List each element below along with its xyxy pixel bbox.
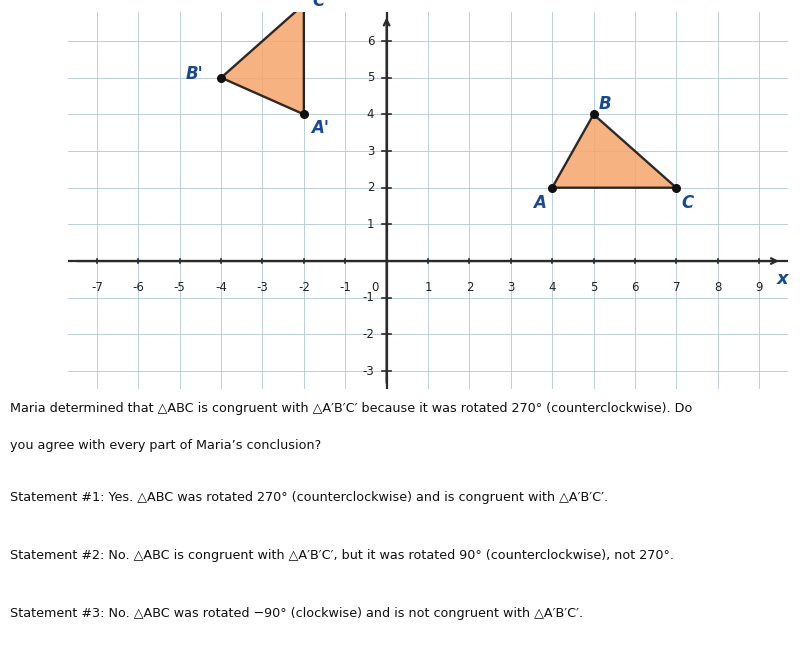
Text: 2: 2 (366, 181, 374, 194)
Text: 0: 0 (371, 281, 378, 294)
Text: Statement #3: No. △ABC was rotated −90° (clockwise) and is not congruent with △A: Statement #3: No. △ABC was rotated −90° … (10, 607, 583, 620)
Text: Statement #2: No. △ABC is congruent with △A′B′C′, but it was rotated 90° (counte: Statement #2: No. △ABC is congruent with… (10, 549, 674, 562)
Text: Statement #1: Yes. △ABC was rotated 270° (counterclockwise) and is congruent wit: Statement #1: Yes. △ABC was rotated 270°… (10, 491, 609, 504)
Text: 7: 7 (673, 281, 680, 294)
Text: B: B (598, 95, 611, 113)
Text: B': B' (186, 65, 203, 83)
Text: C': C' (313, 0, 330, 10)
Text: -4: -4 (215, 281, 227, 294)
Text: 6: 6 (366, 34, 374, 47)
Text: 8: 8 (714, 281, 722, 294)
Text: Maria determined that △ABC is congruent with △A′B′C′ because it was rotated 270°: Maria determined that △ABC is congruent … (10, 402, 693, 415)
Polygon shape (221, 5, 304, 114)
Text: A': A' (310, 119, 329, 138)
Text: A: A (534, 194, 546, 212)
Text: -1: -1 (362, 291, 374, 304)
Text: x: x (778, 269, 789, 288)
Text: 3: 3 (367, 145, 374, 158)
Text: 1: 1 (424, 281, 432, 294)
Text: -3: -3 (362, 365, 374, 378)
Text: 3: 3 (507, 281, 514, 294)
Polygon shape (552, 114, 676, 188)
Text: -5: -5 (174, 281, 186, 294)
Text: -1: -1 (339, 281, 351, 294)
Text: -2: -2 (362, 328, 374, 341)
Text: 6: 6 (631, 281, 638, 294)
Text: -2: -2 (298, 281, 310, 294)
Text: 2: 2 (466, 281, 473, 294)
Text: -6: -6 (133, 281, 144, 294)
Text: you agree with every part of Maria’s conclusion?: you agree with every part of Maria’s con… (10, 439, 322, 452)
Text: 5: 5 (367, 71, 374, 84)
Text: 1: 1 (366, 218, 374, 231)
Text: C: C (682, 194, 694, 212)
Text: -7: -7 (91, 281, 103, 294)
Text: 9: 9 (755, 281, 762, 294)
Text: -3: -3 (257, 281, 268, 294)
Text: 4: 4 (548, 281, 556, 294)
Text: 5: 5 (590, 281, 598, 294)
Text: 4: 4 (366, 108, 374, 121)
